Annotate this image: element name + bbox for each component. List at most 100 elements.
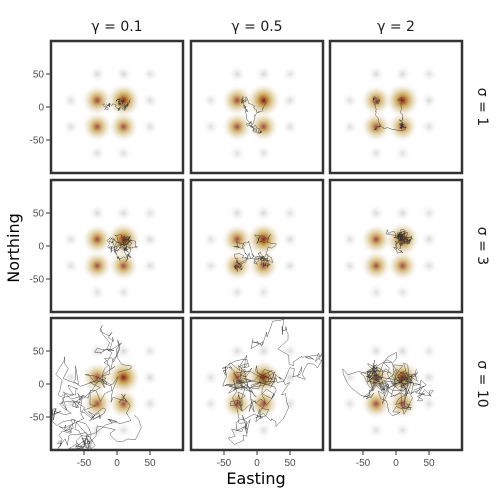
patch-mark-10 bbox=[367, 283, 386, 302]
patch-mark-4 bbox=[81, 388, 113, 420]
panel-r2-c3 bbox=[330, 180, 462, 312]
patch-mark-12 bbox=[61, 91, 80, 110]
panel-border bbox=[49, 316, 185, 452]
patch-mark-1 bbox=[81, 84, 114, 117]
patch-mark-13 bbox=[340, 394, 359, 413]
patch-mark-13 bbox=[201, 117, 220, 136]
patch-mark-11 bbox=[254, 421, 273, 440]
patch-mark-9 bbox=[141, 204, 159, 222]
patch-mark-13 bbox=[340, 117, 359, 136]
patch-mark-7 bbox=[281, 91, 299, 110]
patch-mark-13 bbox=[201, 394, 220, 413]
panels-layer bbox=[49, 39, 464, 452]
patch-mark-8 bbox=[420, 256, 438, 275]
patch-mark-3 bbox=[107, 388, 140, 420]
patch-mark-8 bbox=[281, 394, 299, 413]
panel-border bbox=[328, 316, 464, 452]
patch-mark-9 bbox=[420, 204, 438, 222]
patch-mark-12 bbox=[340, 230, 359, 249]
track-line-r1-c1 bbox=[101, 98, 131, 112]
patch-mark-1 bbox=[221, 84, 254, 117]
patch-mark-3 bbox=[107, 250, 140, 282]
panel-border bbox=[49, 178, 185, 314]
patch-mark-12 bbox=[201, 230, 220, 249]
panel-r3-c2 bbox=[191, 318, 323, 450]
column-strip-label: γ = 0.5 bbox=[231, 19, 282, 35]
patch-mark-7 bbox=[141, 230, 159, 249]
row-strip-label: σ = 10 bbox=[474, 360, 490, 407]
track-line-r3-c1 bbox=[52, 325, 142, 449]
patch-mark-11 bbox=[114, 144, 133, 163]
x-axis-title: Easting bbox=[226, 469, 285, 488]
patch-mark-2 bbox=[245, 221, 282, 258]
patch-mark-3 bbox=[107, 111, 140, 143]
patch-mark-10 bbox=[228, 283, 247, 302]
patch-mark-3 bbox=[386, 388, 419, 420]
patch-mark-8 bbox=[141, 394, 159, 413]
panel-r2-c1 bbox=[51, 180, 183, 312]
patch-mark-10 bbox=[88, 283, 107, 302]
patch-mark-6 bbox=[254, 204, 273, 222]
patch-mark-8 bbox=[281, 117, 299, 136]
y-axis-ticks: 50 0 -50 50 0 -50 50 0 -50 bbox=[30, 70, 50, 424]
patch-mark-5 bbox=[88, 342, 107, 360]
track-line-r1-c3 bbox=[372, 96, 407, 131]
x-tick-label: 0 bbox=[114, 458, 120, 469]
panel-border bbox=[49, 39, 185, 175]
patch-mark-11 bbox=[254, 144, 273, 163]
patch-mark-10 bbox=[88, 144, 107, 163]
x-tick-label: 50 bbox=[423, 458, 435, 469]
panel-border bbox=[328, 178, 464, 314]
patch-mark-11 bbox=[114, 421, 133, 440]
patch-mark-5 bbox=[367, 342, 386, 360]
patch-mark-11 bbox=[393, 421, 412, 440]
patch-mark-6 bbox=[114, 204, 133, 222]
column-strip-labels: γ = 0.1 γ = 0.5 γ = 2 bbox=[91, 19, 415, 35]
panel-border bbox=[328, 39, 464, 175]
panel-r2-c2 bbox=[191, 180, 323, 312]
x-tick-label: 50 bbox=[284, 458, 296, 469]
patch-mark-12 bbox=[201, 91, 220, 110]
track-line-r2-c2 bbox=[233, 234, 277, 272]
patch-mark-5 bbox=[367, 204, 386, 222]
panel-border bbox=[189, 178, 325, 314]
patch-mark-8 bbox=[141, 117, 159, 136]
patch-mark-6 bbox=[114, 65, 133, 83]
patch-mark-7 bbox=[420, 230, 438, 249]
patch-mark-9 bbox=[281, 342, 299, 360]
patch-mark-9 bbox=[420, 65, 438, 83]
column-strip-label: γ = 2 bbox=[377, 19, 415, 35]
patch-mark-8 bbox=[420, 394, 438, 413]
x-tick-label: -50 bbox=[77, 458, 92, 469]
patch-mark-2 bbox=[384, 82, 421, 119]
patch-mark-7 bbox=[420, 91, 438, 110]
patch-mark-4 bbox=[360, 250, 392, 282]
patch-mark-5 bbox=[228, 65, 247, 83]
patch-mark-6 bbox=[393, 65, 412, 83]
panel-r1-c1 bbox=[51, 41, 183, 173]
patch-mark-11 bbox=[254, 283, 273, 302]
panel-r1-c3 bbox=[330, 41, 462, 173]
patch-mark-7 bbox=[281, 368, 299, 387]
patch-mark-1 bbox=[360, 223, 393, 256]
y-tick-label: -50 bbox=[30, 413, 45, 424]
column-strip-label: γ = 0.1 bbox=[91, 19, 142, 35]
track-line-r2-c3 bbox=[385, 229, 413, 254]
patch-mark-3 bbox=[247, 388, 280, 420]
row-strip-label: σ = 1 bbox=[474, 88, 490, 126]
patch-mark-10 bbox=[367, 421, 386, 440]
row-strip-labels: σ = 1 σ = 3 σ = 10 bbox=[474, 88, 490, 408]
y-tick-label: 50 bbox=[33, 209, 45, 220]
track-line-r2-c1 bbox=[106, 234, 138, 263]
patch-mark-9 bbox=[281, 65, 299, 83]
x-tick-label: -50 bbox=[217, 458, 232, 469]
patch-mark-6 bbox=[254, 65, 273, 83]
patch-mark-6 bbox=[114, 342, 133, 360]
patch-mark-4 bbox=[81, 250, 113, 282]
panel-border bbox=[189, 39, 325, 175]
y-tick-label: 0 bbox=[38, 380, 44, 391]
patch-mark-6 bbox=[393, 342, 412, 360]
patch-mark-9 bbox=[420, 342, 438, 360]
y-tick-label: 0 bbox=[38, 242, 44, 253]
patch-mark-5 bbox=[228, 204, 247, 222]
